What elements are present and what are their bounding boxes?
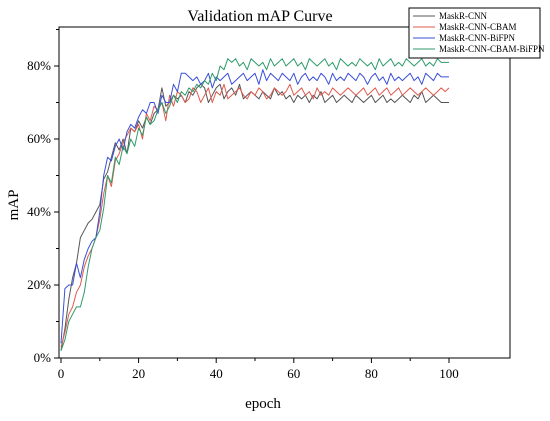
- legend-label: MaskR-CNN-CBAM: [439, 22, 517, 32]
- series-line-maskr-cnn: [60, 83, 449, 351]
- series-line-maskr-cnn-bifpn: [60, 69, 449, 344]
- legend: MaskR-CNNMaskR-CNN-CBAMMaskR-CNN-BiFPNMa…: [408, 7, 545, 59]
- x-tick-label: 40: [210, 366, 223, 381]
- x-tick-label: 20: [132, 366, 145, 381]
- y-tick-label: 60%: [27, 131, 51, 146]
- series-line-maskr-cnn-cbam-bifpn: [60, 58, 449, 351]
- y-tick-label: 20%: [27, 277, 51, 292]
- x-tick-label: 60: [287, 366, 300, 381]
- x-tick-label: 0: [58, 366, 65, 381]
- chart-title: Validation mAP Curve: [187, 8, 332, 25]
- legend-label: MaskR-CNN: [439, 11, 488, 21]
- y-axis-title: mAP: [6, 190, 22, 221]
- plot-frame: [58, 26, 511, 359]
- legend-label: MaskR-CNN-CBAM-BiFPN: [439, 44, 545, 54]
- y-tick-label: 40%: [27, 204, 51, 219]
- x-axis-title: epoch: [245, 396, 281, 412]
- x-tick-label: 100: [439, 366, 459, 381]
- legend-label: MaskR-CNN-BiFPN: [439, 33, 516, 43]
- y-tick-label: 0%: [34, 350, 52, 365]
- plot-area: 0 20 40 60 80 100 0% 20% 40% 60% 80%: [27, 26, 511, 381]
- series-line-maskr-cnn-cbam: [60, 83, 450, 348]
- x-tick-label: 80: [365, 366, 378, 381]
- y-tick-label: 80%: [27, 58, 51, 73]
- legend-box: [408, 7, 541, 59]
